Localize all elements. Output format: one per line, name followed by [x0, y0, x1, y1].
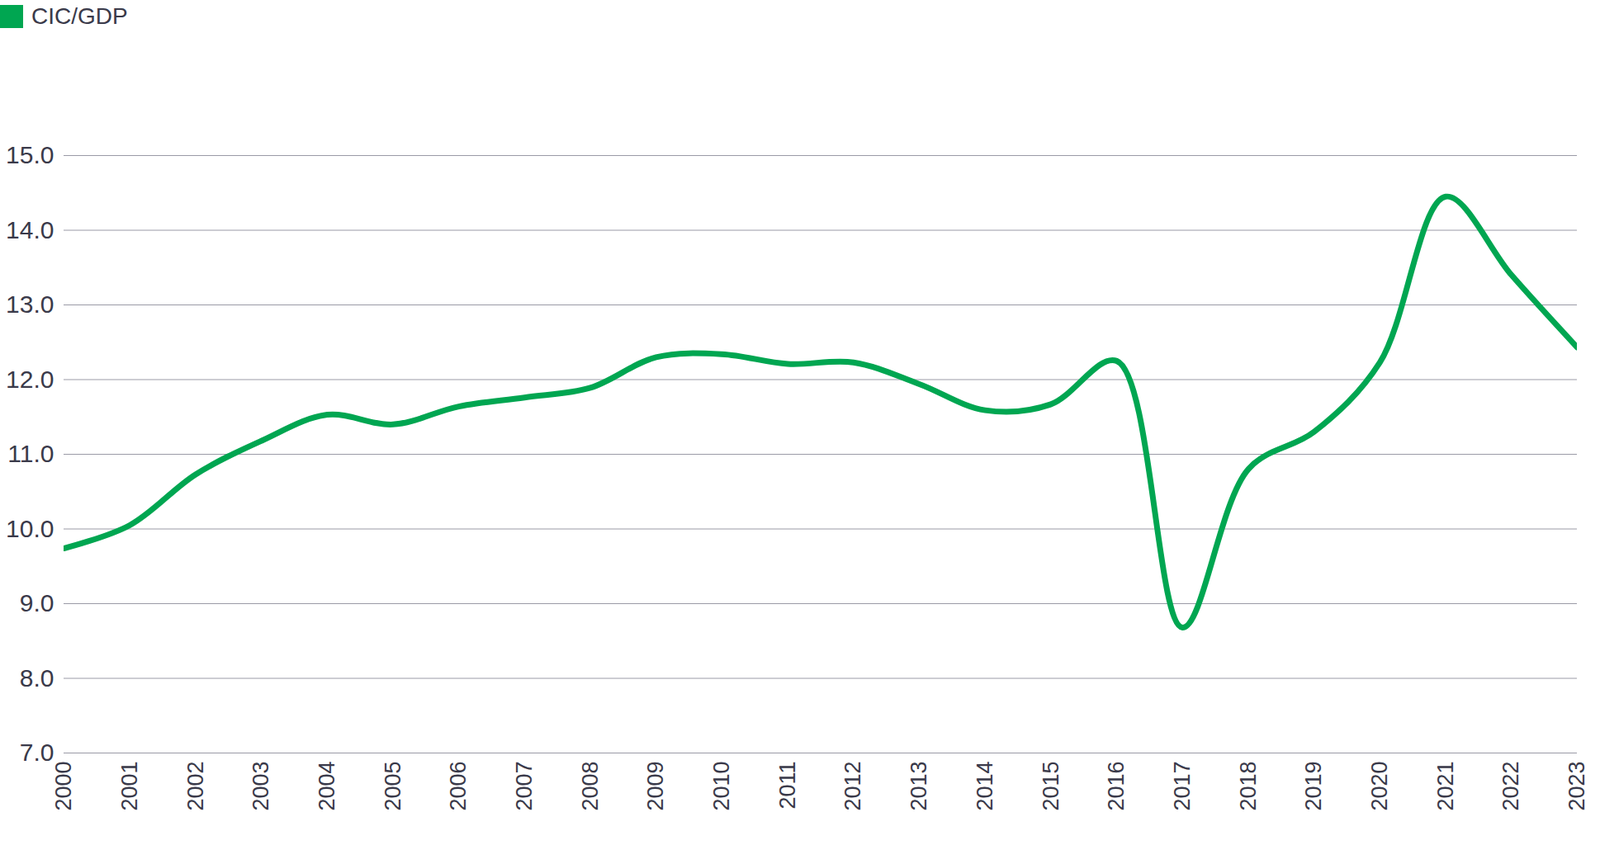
svg-text:15.0: 15.0	[5, 141, 54, 169]
svg-text:2010: 2010	[709, 762, 734, 812]
svg-text:2018: 2018	[1235, 762, 1261, 812]
svg-text:2007: 2007	[511, 762, 537, 812]
svg-text:12.0: 12.0	[5, 365, 54, 393]
svg-text:2023: 2023	[1564, 762, 1590, 812]
svg-text:2005: 2005	[380, 762, 406, 812]
svg-text:2002: 2002	[183, 762, 209, 812]
svg-text:7.0: 7.0	[19, 738, 55, 767]
svg-text:2004: 2004	[314, 762, 340, 812]
svg-text:2019: 2019	[1301, 762, 1326, 812]
svg-text:2000: 2000	[51, 762, 76, 812]
svg-text:2001: 2001	[117, 762, 143, 812]
svg-text:2003: 2003	[248, 762, 274, 812]
svg-text:14.0: 14.0	[5, 216, 54, 244]
svg-text:2012: 2012	[840, 762, 866, 812]
svg-text:2009: 2009	[643, 762, 668, 812]
svg-text:10.0: 10.0	[5, 515, 54, 543]
svg-text:2016: 2016	[1103, 762, 1129, 812]
svg-text:13.0: 13.0	[5, 290, 54, 318]
svg-text:2008: 2008	[577, 762, 603, 812]
svg-text:2020: 2020	[1367, 762, 1392, 812]
svg-text:2011: 2011	[775, 762, 800, 810]
svg-text:2022: 2022	[1498, 762, 1524, 812]
svg-text:2015: 2015	[1038, 762, 1064, 812]
svg-text:2013: 2013	[906, 762, 932, 812]
svg-text:8.0: 8.0	[19, 664, 55, 692]
svg-text:2021: 2021	[1433, 762, 1458, 812]
html-text:CIC/GDP: CIC/GDP	[31, 3, 128, 29]
svg-text:9.0: 9.0	[19, 589, 55, 617]
svg-text:11.0: 11.0	[7, 440, 54, 468]
svg-text:2014: 2014	[972, 762, 998, 812]
svg-text:2006: 2006	[445, 762, 471, 812]
svg-text:2017: 2017	[1169, 762, 1195, 812]
